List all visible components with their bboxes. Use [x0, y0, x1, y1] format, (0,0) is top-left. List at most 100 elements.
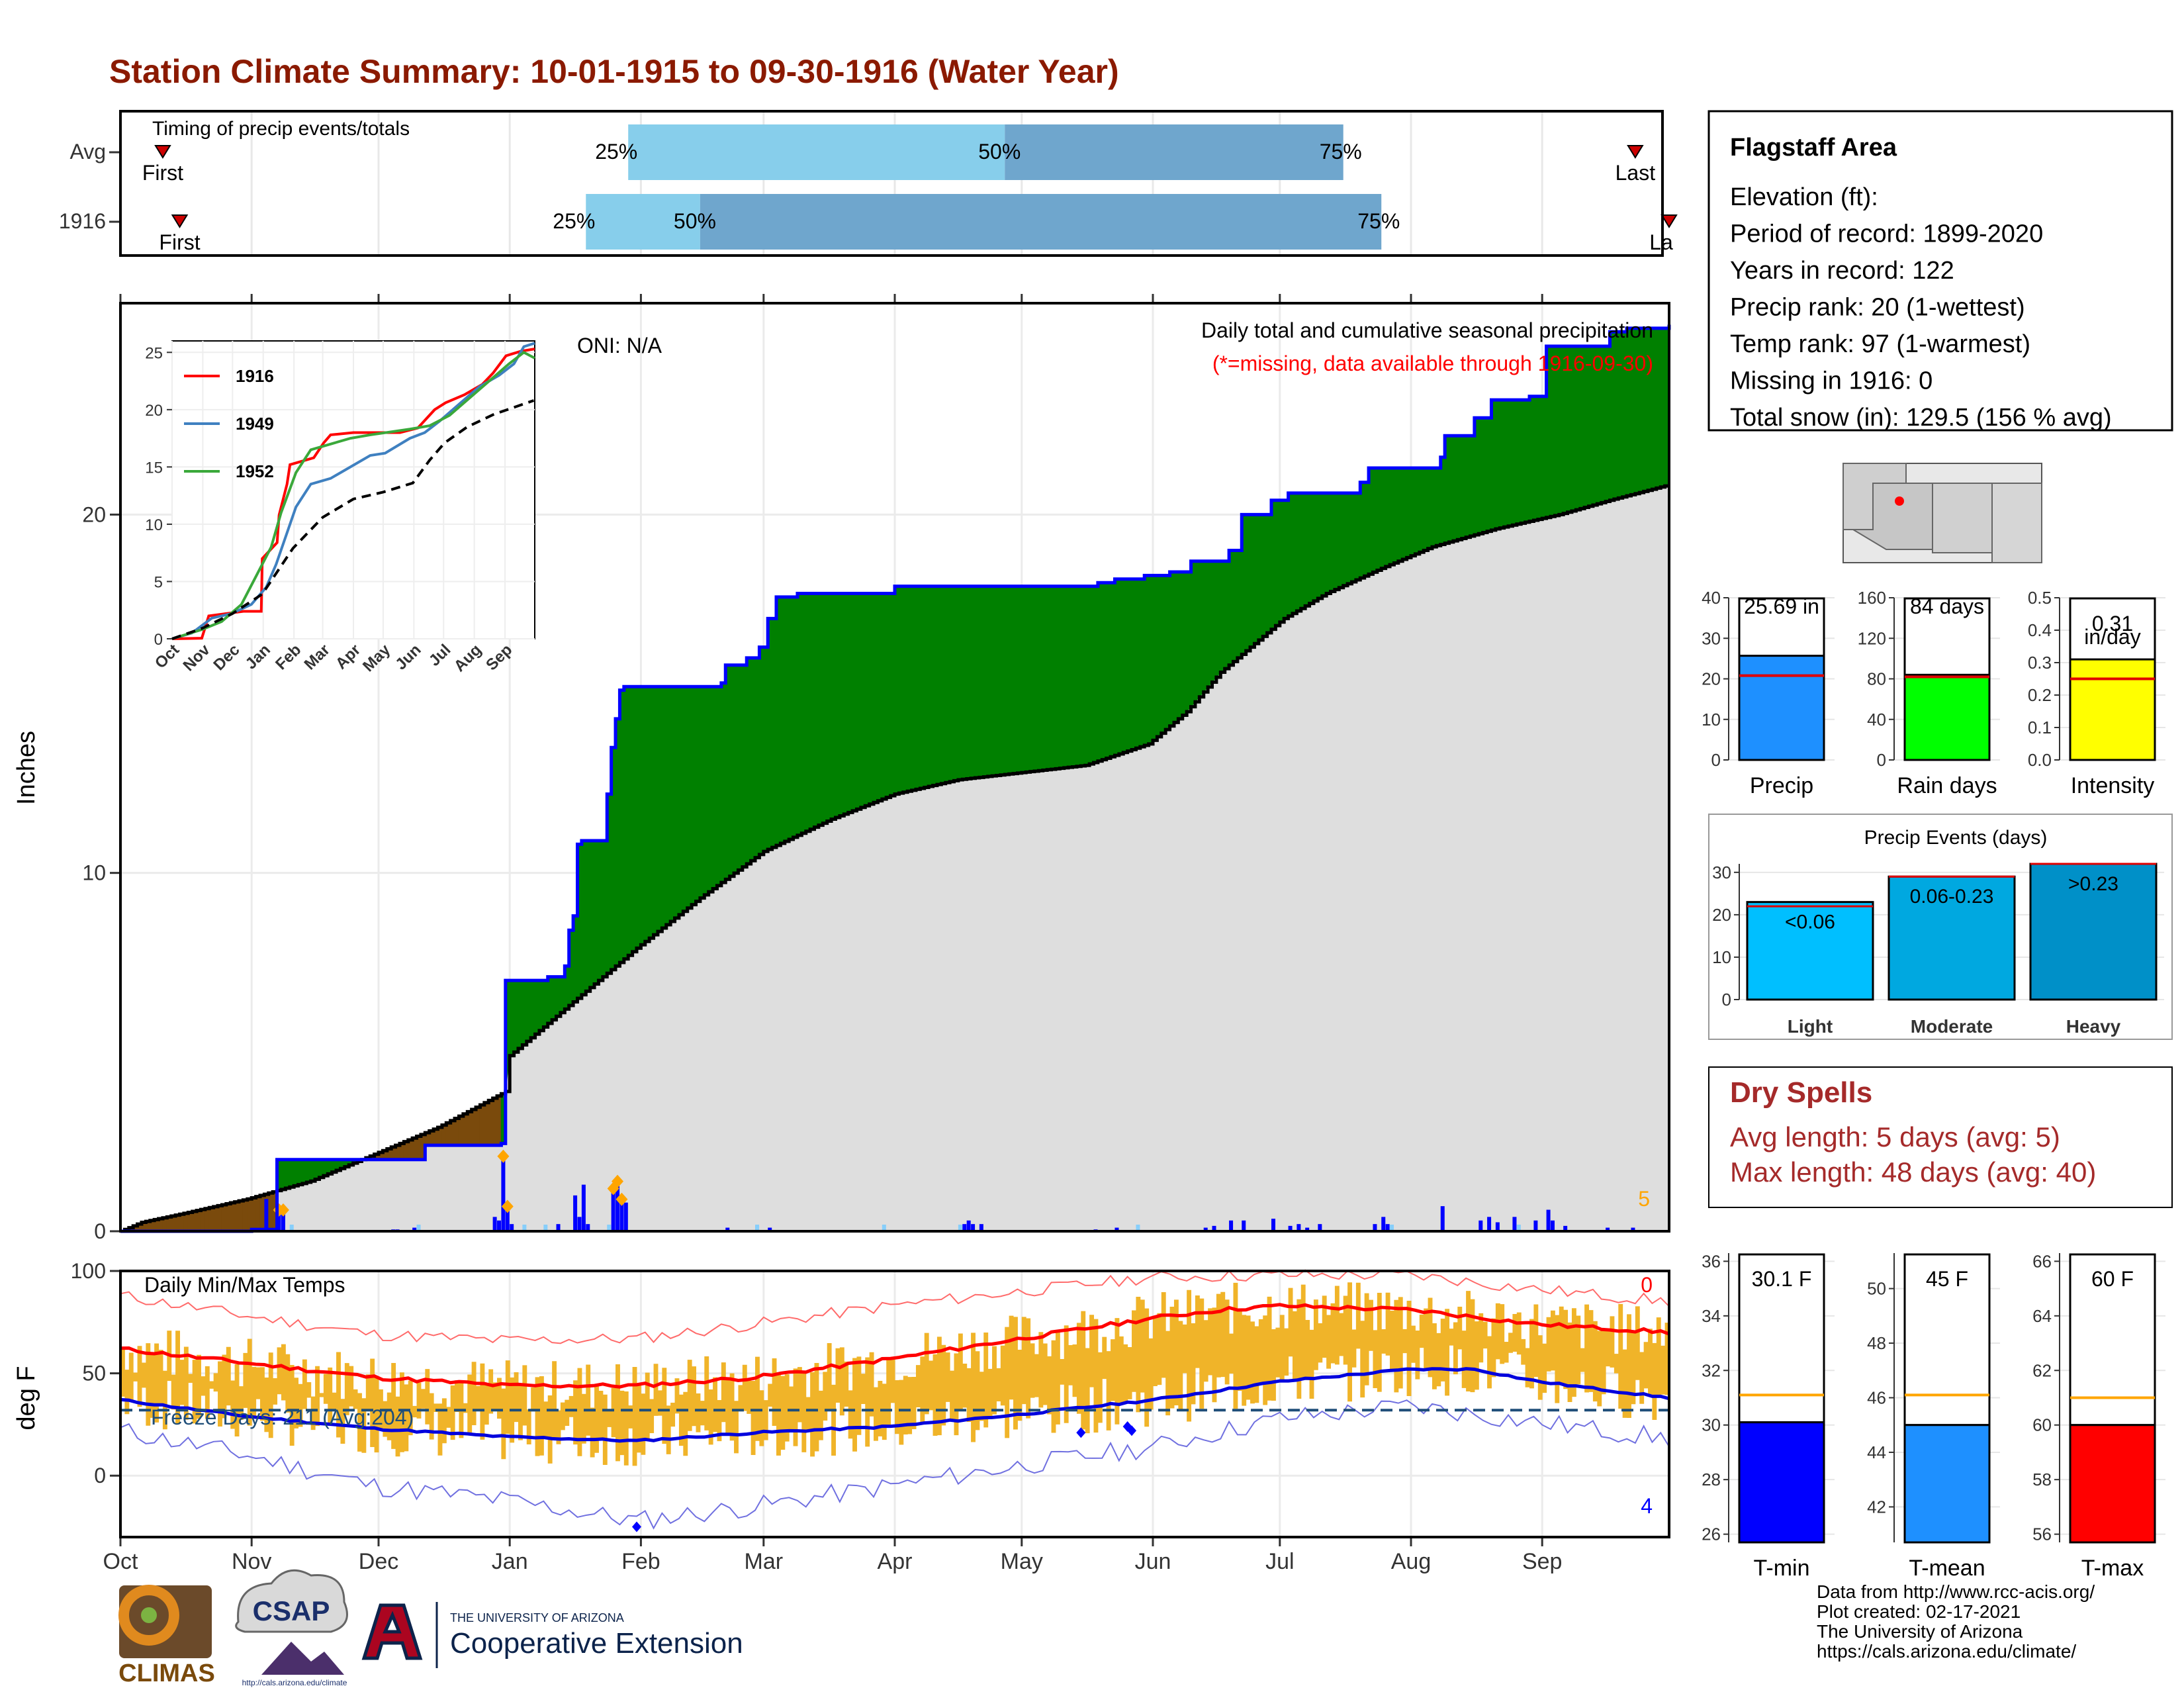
- anomaly-area: [1504, 399, 1509, 528]
- anomaly-area: [1660, 328, 1666, 488]
- anomaly-area: [1144, 575, 1150, 746]
- anomaly-area: [1465, 435, 1471, 538]
- timing-p50-label: 50%: [674, 209, 716, 233]
- summary-value-label: 0.31: [2092, 612, 2133, 635]
- summary-value-label: 84 days: [1910, 594, 1984, 618]
- anomaly-area: [716, 686, 722, 886]
- anomaly-area: [1253, 514, 1259, 645]
- anomaly-area: [1279, 500, 1285, 623]
- summary-ytick-label: 120: [1858, 628, 1886, 648]
- anomaly-area: [1470, 435, 1475, 537]
- anomaly-area: [1013, 586, 1018, 774]
- anomaly-area: [1127, 579, 1132, 752]
- daily-precip-bar: [277, 1213, 281, 1231]
- anomaly-area: [247, 1197, 252, 1232]
- events-category-label: Heavy: [2066, 1016, 2121, 1037]
- anomaly-area: [1520, 399, 1526, 524]
- anomaly-area: [1097, 582, 1103, 762]
- anomaly-area: [746, 657, 752, 865]
- anomaly-area: [1237, 550, 1242, 659]
- daily-precip-bar: [725, 1227, 730, 1231]
- anomaly-area: [1423, 467, 1429, 551]
- anomaly-area: [1191, 561, 1196, 708]
- attribution-line: https://cals.arizona.edu/climate/: [1817, 1641, 2077, 1662]
- daily-precip-bar: [962, 1224, 967, 1231]
- anomaly-area: [1135, 579, 1141, 749]
- anomaly-area: [958, 586, 963, 780]
- anomaly-area: [1203, 561, 1208, 693]
- events-ytick-label: 0: [1722, 990, 1731, 1009]
- station-info-line: Precip rank: 20 (1-wettest): [1730, 294, 2025, 322]
- anomaly-area: [995, 586, 1001, 776]
- anomaly-area: [1377, 467, 1382, 571]
- anomaly-area: [1004, 586, 1010, 775]
- anomaly-area: [1495, 399, 1500, 530]
- snow-marker: [615, 1192, 628, 1206]
- daily-precip-bar: [623, 1202, 628, 1231]
- station-info-line: Total snow (in): 129.5 (156 % avg): [1730, 404, 2112, 432]
- anomaly-area: [1410, 467, 1416, 557]
- anomaly-area: [1085, 586, 1090, 766]
- daily-precip-bar: [581, 1184, 586, 1231]
- trace-bar: [1136, 1225, 1140, 1231]
- daily-precip-bar: [1381, 1217, 1386, 1231]
- trace-bar: [607, 1225, 612, 1231]
- anomaly-area: [1499, 399, 1505, 529]
- anomaly-area: [1512, 399, 1518, 526]
- anomaly-area: [1228, 550, 1234, 666]
- anomaly-area: [289, 1159, 295, 1188]
- anomaly-area: [1093, 586, 1099, 763]
- anomaly-area: [1212, 561, 1217, 683]
- anomaly-area: [653, 686, 659, 936]
- anomaly-area: [903, 586, 908, 793]
- anomaly-area: [886, 592, 891, 798]
- anomaly-area: [1440, 457, 1445, 545]
- dry-frame: [1708, 1066, 2173, 1208]
- anomaly-area: [1533, 396, 1539, 521]
- anomaly-area: [780, 596, 786, 844]
- anomaly-area: [1258, 514, 1263, 641]
- dry-spells-box: Dry Spells Avg length: 5 days (avg: 5) M…: [1708, 1066, 2173, 1208]
- anomaly-area: [298, 1159, 303, 1186]
- precip-ylabel: Inches: [13, 731, 40, 805]
- summary-outline-box: [2069, 597, 2156, 661]
- anomaly-area: [1398, 467, 1403, 562]
- summary-value-label: 25.69 in: [1744, 594, 1819, 618]
- anomaly-area: [1385, 467, 1390, 567]
- month-label: Nov: [232, 1549, 271, 1574]
- anomaly-area: [226, 1202, 231, 1232]
- anomaly-area: [1080, 586, 1086, 767]
- daily-precip-bar: [1440, 1206, 1445, 1231]
- anomaly-area: [1220, 561, 1226, 673]
- anomaly-area: [640, 686, 646, 946]
- anomaly-area: [1089, 586, 1094, 765]
- anomaly-area: [293, 1159, 299, 1187]
- anomaly-area: [1000, 586, 1005, 776]
- daily-precip-bar: [1115, 1227, 1119, 1231]
- tbar-value-bar: [1738, 1421, 1825, 1544]
- inset-legend-label: 1952: [236, 461, 274, 481]
- anomaly-area: [856, 592, 862, 810]
- anomaly-area: [484, 1100, 489, 1146]
- temperature-summary-bars: 30.1 F 26 28 30 32 34 36 T-min 45 F 42 44 46 48 50 T-m…: [1702, 1251, 2165, 1581]
- anomaly-area: [704, 686, 709, 896]
- anomaly-area: [1186, 571, 1192, 713]
- anomaly-area: [1122, 579, 1128, 753]
- timing-p25-label: 25%: [553, 209, 595, 233]
- summary-ytick-label: 0.4: [2028, 620, 2052, 640]
- anomaly-area: [797, 592, 802, 836]
- anomaly-area: [814, 592, 819, 828]
- last-label: Last: [1615, 161, 1656, 185]
- timing-p75-label: 75%: [1357, 209, 1400, 233]
- daily-precip-bar: [586, 1224, 590, 1231]
- tbar-value-bar: [2069, 1424, 2156, 1544]
- timing-frame: [119, 110, 1664, 257]
- anomaly-area: [551, 976, 557, 1021]
- anomaly-area: [827, 592, 832, 822]
- anomaly-area: [949, 586, 955, 782]
- summary-ytick-label: 0.2: [2028, 685, 2052, 705]
- tbar-ytick-label: 48: [1867, 1333, 1886, 1353]
- anomaly-area: [933, 586, 938, 786]
- snow-marker: [612, 1174, 624, 1188]
